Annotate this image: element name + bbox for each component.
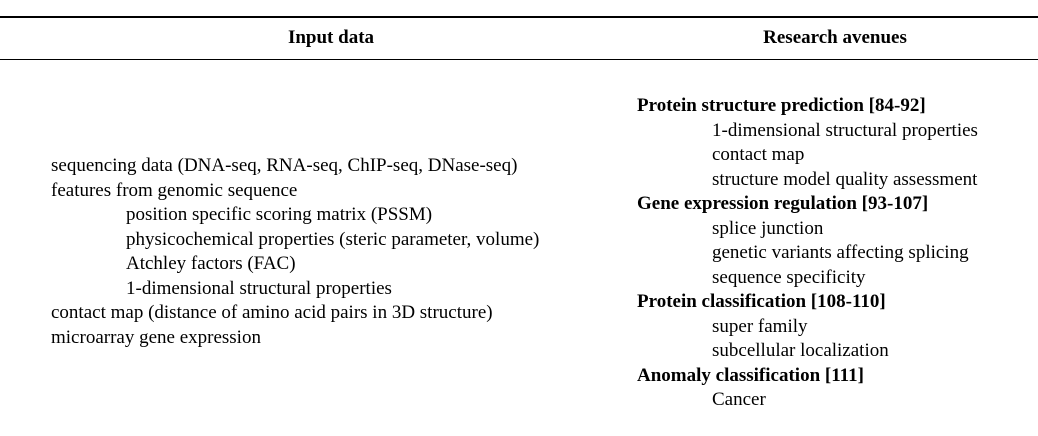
list-item: contact map	[712, 144, 805, 165]
list-item: sequence specificity	[712, 266, 866, 288]
list-item: microarray gene expression	[51, 326, 261, 348]
table-top-rule	[0, 16, 1038, 18]
list-item: 1-dimensional structural properties	[126, 277, 392, 299]
list-item: 1-dimensional structural properties	[712, 119, 978, 141]
list-item: contact map (distance of amino acid pair…	[51, 302, 493, 323]
table-header-rule	[0, 59, 1038, 60]
list-item: Atchley factors (FAC)	[126, 253, 296, 274]
list-item: splice junction	[712, 217, 824, 239]
research-avenues-list: Protein structure prediction [84-92] 1-d…	[637, 94, 978, 413]
research-category-heading: Protein classification [108-110]	[637, 291, 886, 312]
research-category-heading: Protein structure prediction [84-92]	[637, 95, 926, 116]
input-data-list: sequencing data (DNA-seq, RNA-seq, ChIP-…	[51, 154, 539, 350]
list-item: position specific scoring matrix (PSSM)	[126, 204, 433, 225]
research-category-heading: Gene expression regulation [93-107]	[637, 193, 929, 214]
list-item: structure model quality assessment	[712, 168, 978, 190]
list-item: physicochemical properties (steric param…	[126, 228, 540, 250]
list-item: super family	[712, 315, 808, 337]
list-item: subcellular localization	[712, 340, 889, 361]
list-item: features from genomic sequence	[51, 179, 298, 201]
list-item: sequencing data (DNA-seq, RNA-seq, ChIP-…	[51, 155, 518, 176]
column-header-input-data: Input data	[287, 27, 375, 48]
list-item: Cancer	[712, 389, 766, 410]
research-category-heading: Anomaly classification [111]	[637, 364, 864, 386]
column-header-research-avenues: Research avenues	[763, 27, 907, 48]
list-item: genetic variants affecting splicing	[712, 242, 969, 263]
